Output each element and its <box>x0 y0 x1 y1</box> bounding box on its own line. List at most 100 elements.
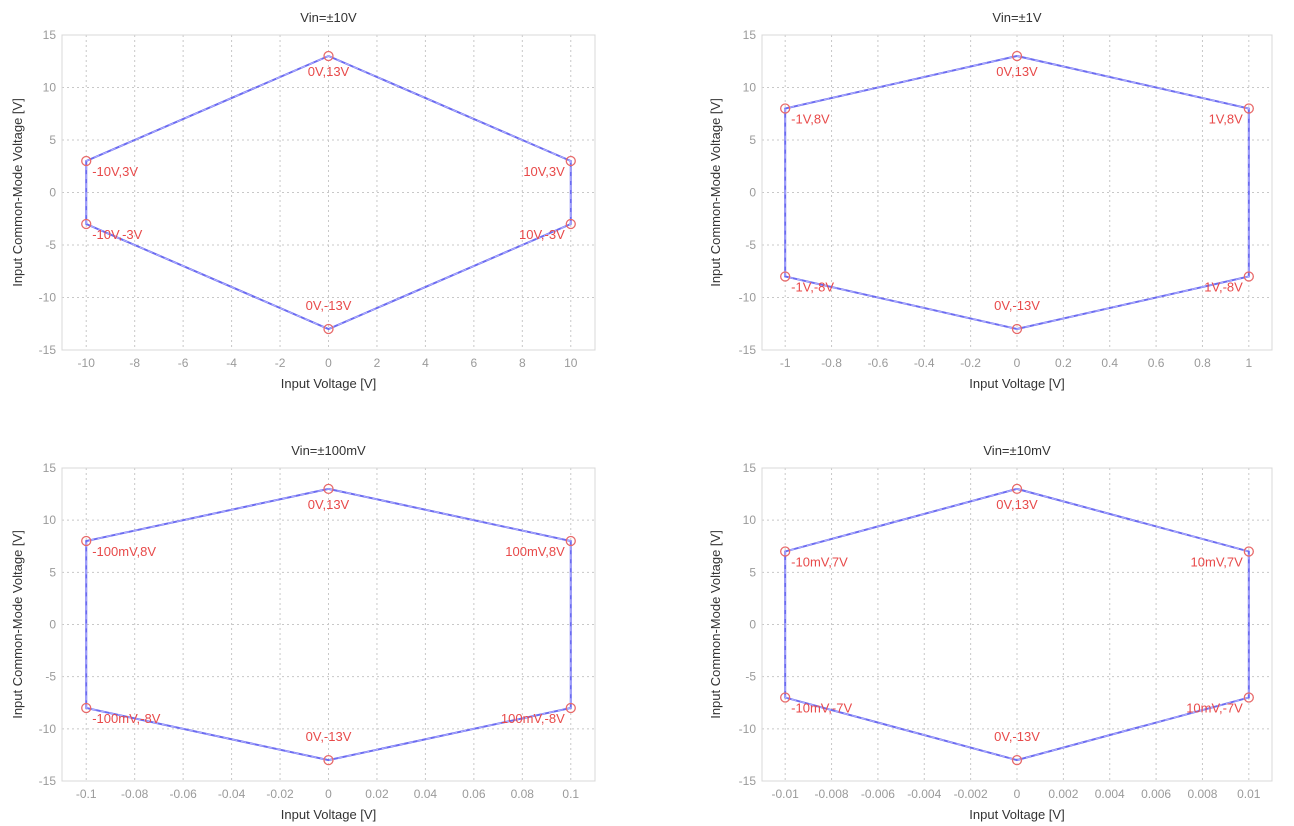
x-tick-label: -0.004 <box>907 787 941 801</box>
x-tick-label: 0 <box>1014 356 1021 370</box>
data-point-marker <box>1243 271 1254 282</box>
y-tick-label: 15 <box>43 28 57 42</box>
x-axis-label: Input Voltage [V] <box>281 376 376 391</box>
chart-title: Vin=±10mV <box>983 443 1051 458</box>
y-axis-label: Input Common-Mode Voltage [V] <box>708 530 723 719</box>
data-point-label: 1V,-8V <box>1204 280 1243 295</box>
data-point-label: 0V,-13V <box>306 729 352 744</box>
x-tick-label: 6 <box>471 356 478 370</box>
y-tick-label: 10 <box>43 81 57 95</box>
chart-panel-3: -0.1 -0.08 -0.06 -0.04 -0.02 0 0.02 0.04 0.06 0.0… <box>10 443 596 822</box>
chart-title: Vin=±10V <box>300 10 357 25</box>
x-tick-label: -0.008 <box>815 787 849 801</box>
x-tick-label: -0.006 <box>861 787 895 801</box>
data-point-marker <box>1011 754 1023 766</box>
x-tick-label: 0.8 <box>1194 356 1211 370</box>
x-tick-label: -1 <box>780 356 791 370</box>
x-tick-label: -0.02 <box>266 787 294 801</box>
data-point-marker <box>81 702 92 714</box>
data-point-label: 1V,8V <box>1209 112 1244 127</box>
x-tick-label: -10 <box>78 356 96 370</box>
data-point-marker <box>323 50 334 62</box>
x-tick-label: 0.02 <box>365 787 389 801</box>
x-tick-label: -0.04 <box>218 787 246 801</box>
data-point-marker <box>565 702 576 714</box>
x-tick-label: -0.6 <box>868 356 889 370</box>
data-point-label: 0V,13V <box>308 64 350 79</box>
x-tick-label: -0.8 <box>821 356 842 370</box>
x-tick-label: 0.06 <box>462 787 486 801</box>
x-tick-label: -0.06 <box>169 787 197 801</box>
x-tick-label: 2 <box>374 356 381 370</box>
x-tick-label: 0.002 <box>1048 787 1078 801</box>
x-tick-label: -0.002 <box>954 787 988 801</box>
data-point-label: -100mV,8V <box>92 544 156 559</box>
data-point-label: -10V,3V <box>92 164 138 179</box>
data-point-label: 100mV,-8V <box>501 711 565 726</box>
y-tick-label: 5 <box>49 565 56 579</box>
x-tick-label: 0.008 <box>1187 787 1217 801</box>
series-dash-overlay <box>85 488 572 761</box>
data-point-label: -10mV,-7V <box>791 701 852 716</box>
y-tick-label: 15 <box>43 461 57 475</box>
data-point-label: 0V,-13V <box>306 298 352 313</box>
series-dash-overlay <box>784 55 1250 330</box>
x-tick-label: 0.2 <box>1055 356 1072 370</box>
y-tick-label: 0 <box>749 618 756 632</box>
data-point-label: 0V,13V <box>996 64 1038 79</box>
y-tick-label: -5 <box>45 238 56 252</box>
data-point-marker <box>565 155 576 167</box>
data-point-marker <box>1243 546 1254 557</box>
y-tick-label: 5 <box>49 133 56 147</box>
x-tick-label: -6 <box>178 356 189 370</box>
y-tick-label: 15 <box>743 461 757 475</box>
data-point-marker <box>565 535 576 547</box>
y-tick-label: -5 <box>745 238 756 252</box>
x-tick-label: 4 <box>422 356 429 370</box>
x-tick-label: 0.08 <box>511 787 535 801</box>
x-tick-label: 0 <box>325 787 332 801</box>
data-point-marker <box>81 535 92 547</box>
y-tick-label: 10 <box>743 513 757 527</box>
data-point-label: -100mV,-8V <box>92 711 160 726</box>
plot-frame <box>61 34 596 351</box>
y-tick-label: -15 <box>739 343 757 357</box>
x-axis-label: Input Voltage [V] <box>969 807 1064 822</box>
data-point-marker <box>81 218 92 230</box>
x-tick-label: 0 <box>1014 787 1021 801</box>
x-tick-label: 10 <box>564 356 578 370</box>
data-point-label: -10V,-3V <box>92 227 142 242</box>
y-tick-label: 0 <box>49 186 56 200</box>
x-tick-label: 0.01 <box>1237 787 1261 801</box>
y-tick-label: -5 <box>45 670 56 684</box>
data-point-label: 0V,-13V <box>994 298 1040 313</box>
data-point-label: 0V,-13V <box>994 729 1040 744</box>
data-point-label: 10mV,-7V <box>1186 701 1243 716</box>
y-tick-label: -15 <box>739 774 757 788</box>
data-point-label: -1V,8V <box>791 112 830 127</box>
y-tick-label: -10 <box>739 722 757 736</box>
x-tick-label: 0.004 <box>1095 787 1125 801</box>
chart-panel-2: -1 -0.8 -0.6 -0.4 -0.2 0 0.2 0.4 0.6 0.8 1 15 10 5 0 -5… <box>708 10 1273 391</box>
y-tick-label: -15 <box>39 343 57 357</box>
data-point-marker <box>1011 483 1023 495</box>
y-tick-label: 15 <box>743 28 757 42</box>
chart-panel-4: -0.01 -0.008 -0.006 -0.004 -0.002 0 0.002 0.004… <box>708 443 1273 822</box>
data-point-label: 0V,13V <box>996 497 1038 512</box>
data-point-label: -1V,-8V <box>791 280 834 295</box>
data-point-marker <box>565 218 576 230</box>
x-tick-label: 1 <box>1245 356 1252 370</box>
y-tick-label: -10 <box>39 291 57 305</box>
y-tick-label: -5 <box>745 670 756 684</box>
data-point-marker <box>780 103 791 114</box>
data-point-marker <box>1243 692 1254 703</box>
x-tick-label: -0.08 <box>121 787 149 801</box>
x-tick-label: 0.4 <box>1101 356 1118 370</box>
data-point-marker <box>81 155 92 167</box>
plot-frame <box>761 467 1273 782</box>
x-tick-label: -8 <box>129 356 140 370</box>
data-point-marker <box>323 483 334 495</box>
plot-frame <box>761 34 1273 351</box>
chart-title: Vin=±1V <box>992 10 1042 25</box>
